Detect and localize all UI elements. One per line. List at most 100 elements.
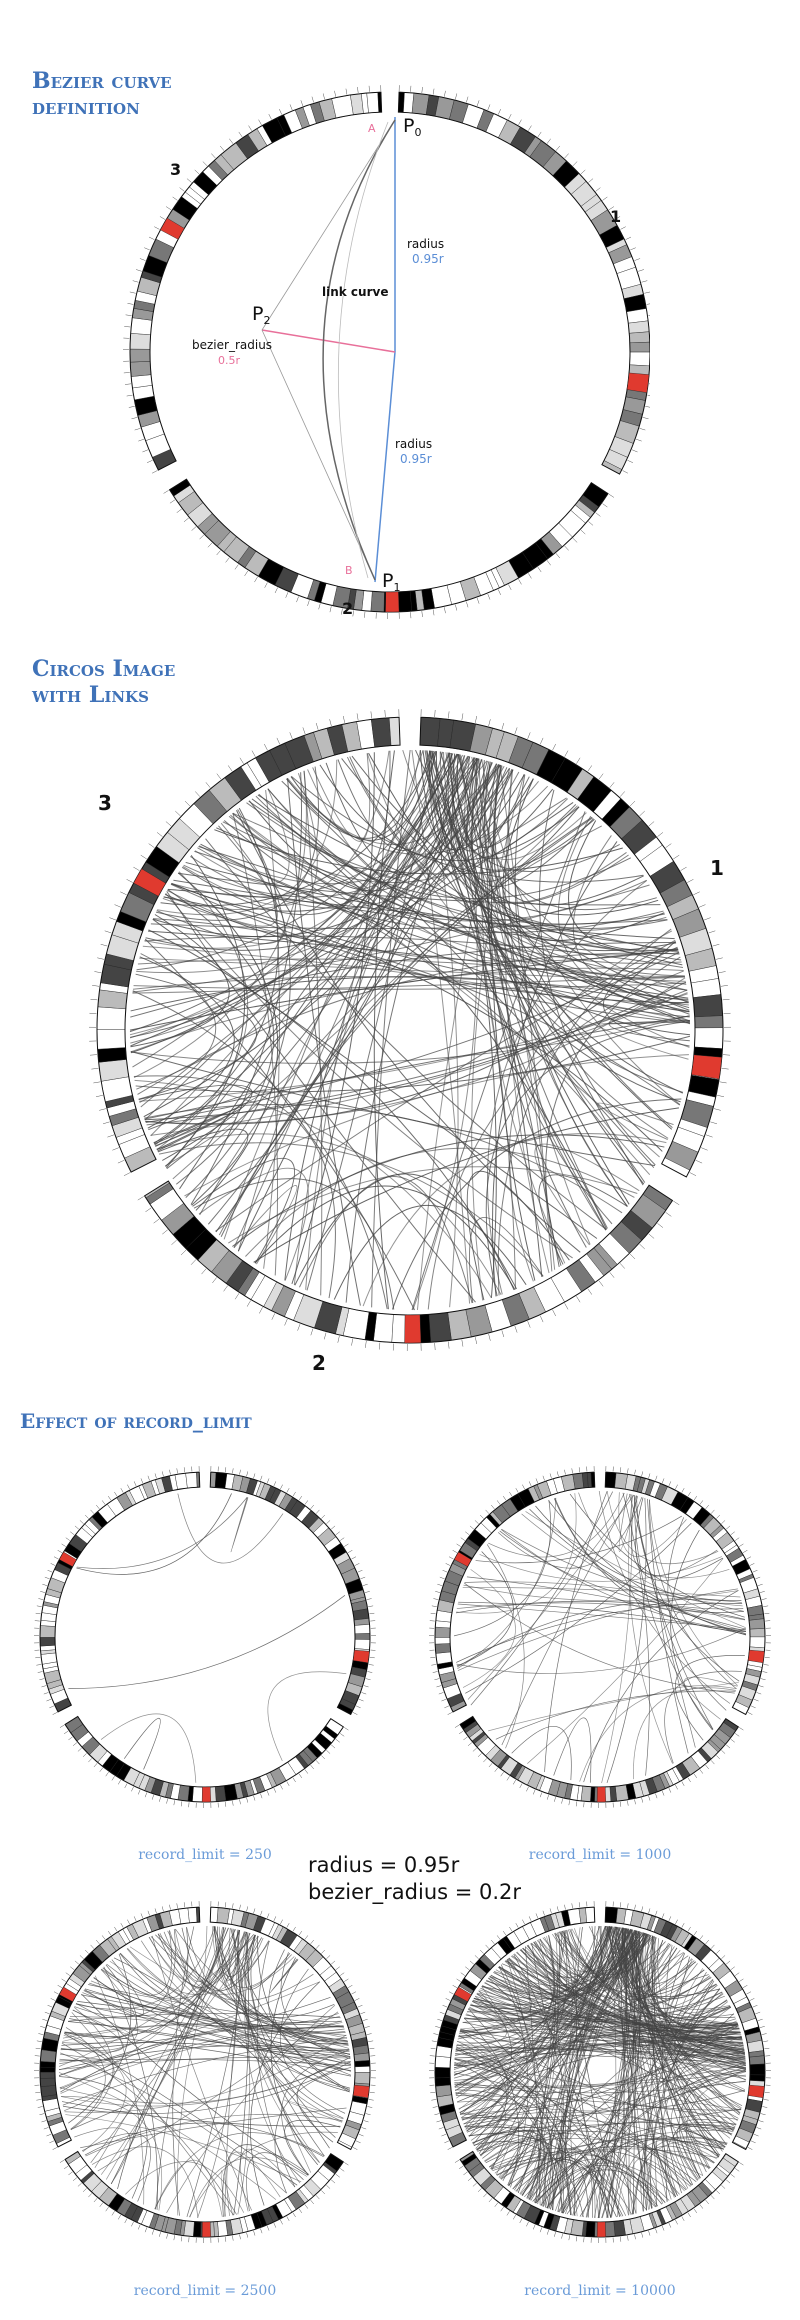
- link-curve-path: [488, 2138, 531, 2180]
- ideogram-tick: [439, 2011, 445, 2015]
- ideogram-tick: [211, 153, 216, 159]
- ideogram-tick: [500, 1771, 504, 1777]
- ideogram-tick: [53, 1556, 59, 1560]
- ideogram-band: [354, 1639, 371, 1650]
- ideogram-tick: [140, 854, 147, 860]
- ideogram-tick: [634, 2234, 636, 2240]
- ideogram-tick: [627, 1468, 629, 1474]
- ideogram-tick: [39, 2113, 45, 2116]
- link-curve-path: [453, 2043, 746, 2070]
- ideogram-tick: [285, 592, 289, 598]
- ideogram-tick: [298, 2208, 303, 2214]
- ideogram-tick: [239, 2234, 241, 2240]
- ideogram-tick: [759, 1591, 765, 1593]
- ideogram-tick: [145, 1207, 152, 1213]
- label-A: A: [368, 122, 376, 135]
- ideogram-tick: [183, 1467, 186, 1473]
- link-curve-path: [629, 1493, 696, 1748]
- ideogram-tick: [84, 1514, 89, 1519]
- ideogram-tick: [36, 1605, 42, 1607]
- ideogram-tick: [430, 1612, 436, 1615]
- link-curve-path: [505, 1960, 739, 2026]
- ideogram-tick: [435, 2026, 441, 2028]
- ideogram-band: [585, 1906, 595, 1923]
- link-curve-path: [254, 1185, 516, 1290]
- ideogram-tick: [131, 2221, 134, 2227]
- ideogram-tick: [351, 1991, 357, 1995]
- ideogram-tick: [739, 2162, 744, 2166]
- link-curve-path: [346, 756, 685, 977]
- ideogram-tick: [369, 2047, 375, 2050]
- ideogram-tick: [467, 2177, 473, 2181]
- link-curve-path: [507, 769, 591, 1245]
- link-curve-path: [58, 2072, 277, 2200]
- ideogram-highlight: [352, 2084, 370, 2099]
- ideogram-tick: [172, 196, 178, 201]
- link-curve-path: [192, 1157, 296, 1264]
- ideogram-tick: [286, 2216, 290, 2221]
- value-radius-bottom: 0.95r: [400, 452, 432, 466]
- link-curve-path: [597, 1102, 674, 1140]
- link-curve-path: [166, 891, 476, 1303]
- ideogram-tick: [483, 1758, 487, 1763]
- ideogram-band: [749, 1628, 766, 1638]
- ideogram-tick: [537, 131, 542, 138]
- link-curve-path: [455, 2048, 747, 2070]
- ideogram-tick: [576, 757, 581, 764]
- ideogram-tick: [77, 1747, 82, 1752]
- ideogram-tick: [508, 113, 512, 120]
- ideogram-tick: [95, 1095, 103, 1097]
- ideogram-tick: [445, 1998, 451, 2001]
- ideogram-tick: [50, 1563, 56, 1566]
- link-curve-path: [233, 1185, 298, 1265]
- link-curve-path: [58, 2020, 342, 2076]
- link-curve-path: [620, 1927, 653, 2209]
- ideogram-tick: [537, 566, 542, 573]
- ideogram-tick: [147, 1475, 150, 1481]
- ideogram-tick: [619, 2236, 622, 2242]
- link-curve-path: [60, 1997, 331, 2051]
- ideogram-tick: [739, 1978, 744, 1982]
- link-curve-path: [341, 758, 690, 1011]
- ideogram-tick: [713, 1108, 721, 1111]
- ideogram-tick: [357, 1569, 363, 1573]
- ideogram-tick: [532, 1789, 536, 1795]
- ideogram-tick: [354, 1563, 360, 1566]
- ideogram-tick: [494, 2202, 498, 2207]
- ideogram-outline: [434, 1471, 596, 1713]
- link-curve-path: [220, 2170, 234, 2217]
- ideogram-tick: [699, 1769, 704, 1774]
- ideogram-tick: [151, 470, 158, 474]
- link-curve-path: [189, 2157, 308, 2218]
- link-curve-path: [294, 1173, 515, 1291]
- ideogram-tick: [274, 587, 278, 594]
- link-curve-path: [440, 751, 497, 1298]
- link-curve-path: [579, 1685, 737, 1782]
- link-curve-path: [622, 1492, 650, 1776]
- ideogram-tick: [760, 1678, 766, 1681]
- ideogram-tick: [749, 1998, 755, 2001]
- ideogram-tick: [344, 1727, 349, 1731]
- link-curve-path: [236, 810, 581, 1253]
- ideogram-highlight: [160, 217, 185, 240]
- ideogram-tick: [176, 508, 182, 513]
- link-curve-path: [139, 956, 235, 1129]
- ideogram-tick: [759, 2026, 765, 2028]
- link-curve-path: [453, 1500, 551, 1637]
- ideogram-tick: [619, 1263, 625, 1269]
- ideogram-tick: [448, 711, 450, 719]
- caption-record-1000: record_limit = 1000: [528, 1847, 672, 1863]
- link-curve-path: [213, 1926, 312, 2173]
- link-curve-path: [456, 1599, 742, 1668]
- link-curve-path: [496, 2159, 624, 2217]
- ideogram-tick: [331, 1744, 336, 1749]
- link-curve-path: [472, 2127, 600, 2219]
- ideogram-tick: [764, 1612, 770, 1615]
- ideogram-outline: [64, 2150, 345, 2238]
- link-curve-path: [127, 1948, 346, 2034]
- ideogram-tick: [655, 1475, 658, 1481]
- ideogram-tick: [433, 2033, 439, 2035]
- link-curve-path: [223, 760, 488, 1240]
- ideogram-tick: [137, 1196, 144, 1201]
- link-curve-path: [456, 2046, 648, 2211]
